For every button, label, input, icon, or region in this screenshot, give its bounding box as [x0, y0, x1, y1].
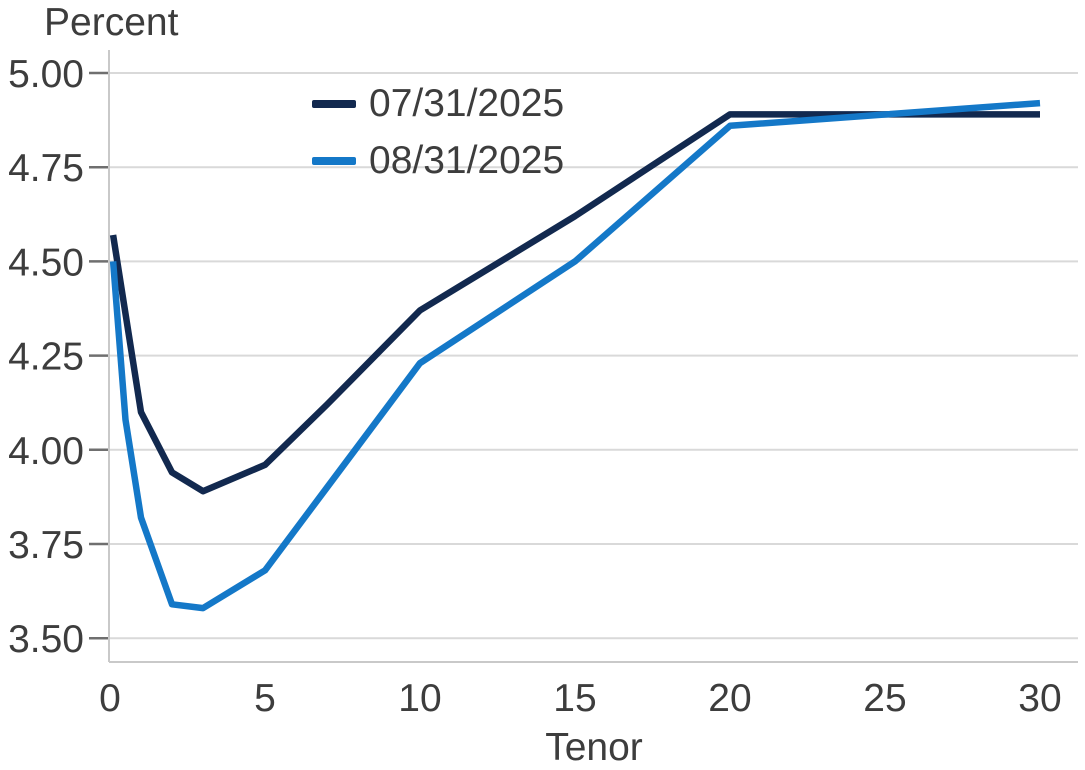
y-tick-label: 3.50 — [8, 618, 84, 661]
y-tick-label: 4.00 — [8, 430, 84, 473]
legend-label-first-date: 07/31/2025 — [369, 82, 565, 125]
series-line-1 — [109, 99, 1041, 612]
y-tick-label: 4.25 — [8, 336, 84, 379]
y-tick-label: 5.00 — [8, 53, 84, 96]
series-line-0 — [109, 111, 1040, 495]
y-axis-title: Percent — [44, 1, 179, 44]
legend-swatch-first-date-icon — [312, 100, 356, 108]
y-tick-label: 4.75 — [8, 147, 84, 190]
x-tick-label: 15 — [553, 677, 596, 720]
x-tick-label: 25 — [863, 677, 906, 720]
legend-swatch-second-date-icon — [312, 157, 356, 165]
x-tick-label: 0 — [99, 677, 121, 720]
x-axis-title: Tenor — [545, 726, 643, 769]
x-tick-label: 20 — [708, 677, 751, 720]
x-tick-label: 10 — [398, 677, 441, 720]
legend-label-second-date: 08/31/2025 — [369, 139, 565, 182]
legend-item-first-date: 07/31/2025 — [312, 81, 564, 127]
y-tick-label: 3.75 — [8, 524, 84, 567]
legend: 07/31/2025 08/31/2025 — [312, 81, 564, 184]
x-tick-label: 30 — [1018, 677, 1061, 720]
y-tick-label: 4.50 — [8, 241, 84, 284]
x-tick-label: 5 — [254, 677, 276, 720]
legend-item-second-date: 08/31/2025 — [312, 138, 564, 184]
